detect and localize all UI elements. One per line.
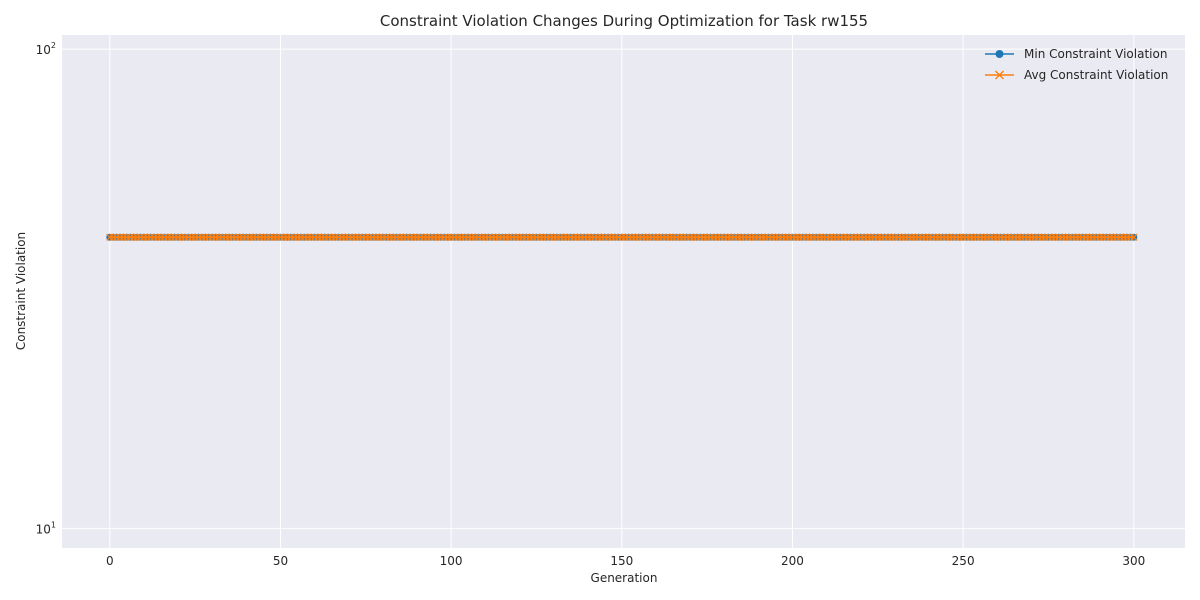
y-axis: 101 102 (36, 41, 56, 536)
x-tick-label: 100 (440, 554, 463, 568)
x-tick-label: 250 (952, 554, 975, 568)
y-axis-label: Constraint Violation (14, 232, 28, 350)
legend-label: Min Constraint Violation (1024, 47, 1167, 61)
chart-title: Constraint Violation Changes During Opti… (380, 12, 868, 30)
x-tick-label: 50 (273, 554, 288, 568)
data-point (1130, 233, 1138, 241)
plot-area (62, 35, 1185, 548)
x-axis-label: Generation (591, 571, 658, 585)
x-tick-label: 300 (1122, 554, 1145, 568)
y-tick-label: 101 (36, 520, 56, 536)
series-layer (106, 233, 1138, 241)
x-tick-label: 150 (610, 554, 633, 568)
y-tick-label: 102 (36, 41, 56, 57)
grid (62, 35, 1185, 548)
legend-label: Avg Constraint Violation (1024, 68, 1168, 82)
x-axis: 0 50 100 150 200 250 300 (106, 554, 1145, 568)
x-tick-label: 0 (106, 554, 114, 568)
x-tick-label: 200 (781, 554, 804, 568)
legend-marker (995, 50, 1004, 58)
legend-marker (995, 70, 1004, 80)
legend: Min Constraint Violation Avg Constraint V… (985, 47, 1168, 82)
